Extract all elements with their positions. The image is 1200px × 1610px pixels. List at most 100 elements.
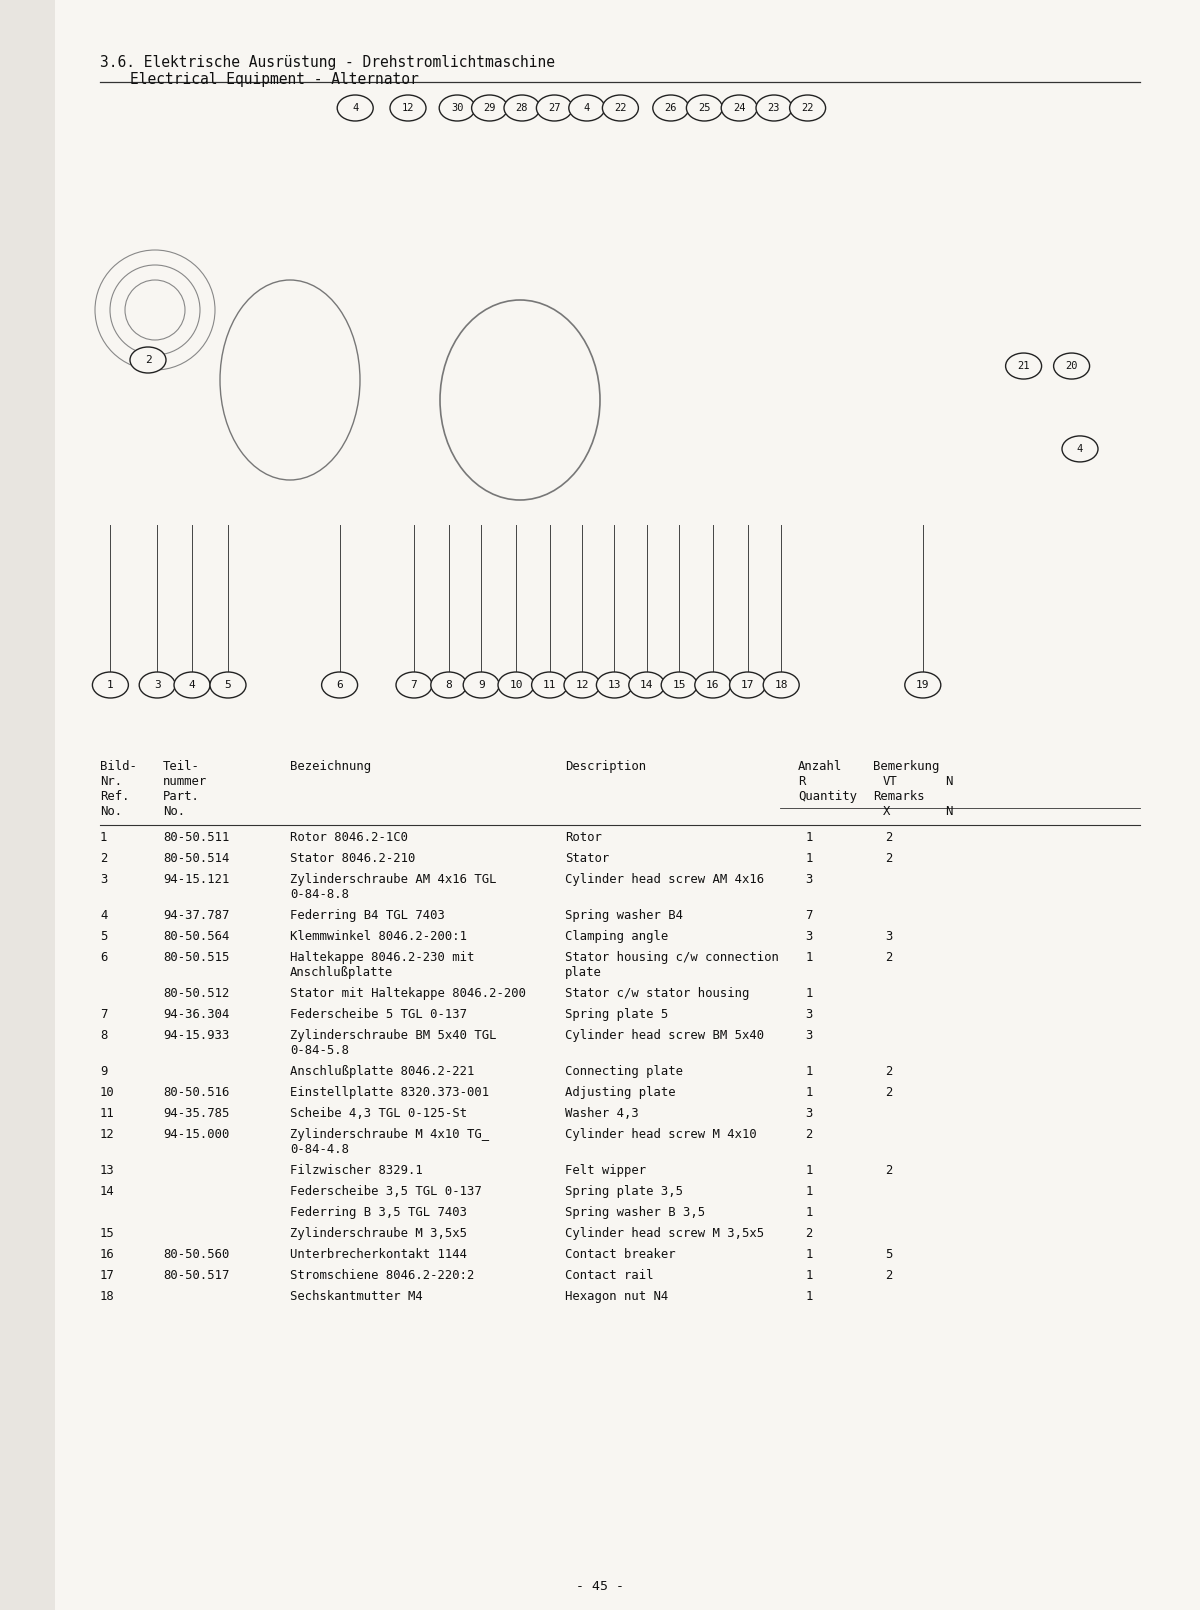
Text: Cylinder head screw M 3,5x5: Cylinder head screw M 3,5x5: [565, 1227, 764, 1240]
Ellipse shape: [629, 671, 665, 699]
Text: Contact breaker: Contact breaker: [565, 1248, 676, 1261]
Text: 80-50.560: 80-50.560: [163, 1248, 229, 1261]
Text: 2: 2: [886, 831, 893, 844]
Ellipse shape: [210, 671, 246, 699]
Text: 80-50.517: 80-50.517: [163, 1269, 229, 1282]
Ellipse shape: [721, 95, 757, 121]
Text: Spring washer B4: Spring washer B4: [565, 910, 683, 923]
Text: 4: 4: [583, 103, 590, 113]
Text: Stromschiene 8046.2-220:2: Stromschiene 8046.2-220:2: [290, 1269, 474, 1282]
Text: 1: 1: [805, 852, 814, 865]
Ellipse shape: [498, 671, 534, 699]
Ellipse shape: [730, 671, 766, 699]
Text: Federscheibe 5 TGL 0-137: Federscheibe 5 TGL 0-137: [290, 1008, 467, 1021]
Text: 1: 1: [805, 1206, 814, 1219]
Text: 15: 15: [672, 679, 686, 691]
Ellipse shape: [322, 671, 358, 699]
Text: 2: 2: [805, 1129, 814, 1141]
Text: 6: 6: [336, 679, 343, 691]
Text: Description: Description: [565, 760, 646, 773]
Text: 11: 11: [542, 679, 557, 691]
Ellipse shape: [790, 95, 826, 121]
Text: 24: 24: [733, 103, 745, 113]
Text: VT: VT: [883, 774, 898, 787]
Text: Stator c/w stator housing: Stator c/w stator housing: [565, 987, 749, 1000]
Text: Zylinderschraube M 3,5x5: Zylinderschraube M 3,5x5: [290, 1227, 467, 1240]
Text: 5: 5: [100, 931, 107, 943]
Text: Anzahl: Anzahl: [798, 760, 842, 773]
Text: X: X: [883, 805, 890, 818]
Ellipse shape: [472, 95, 508, 121]
Text: Einstellplatte 8320.373-001: Einstellplatte 8320.373-001: [290, 1087, 490, 1100]
Text: N: N: [946, 774, 953, 787]
Text: Rotor: Rotor: [565, 831, 602, 844]
Text: 2: 2: [805, 1227, 814, 1240]
Text: 18: 18: [100, 1290, 115, 1302]
Text: 22: 22: [614, 103, 626, 113]
Ellipse shape: [1054, 353, 1090, 378]
Text: 21: 21: [1018, 361, 1030, 370]
Text: 9: 9: [100, 1064, 107, 1079]
Text: 1: 1: [805, 1087, 814, 1100]
Text: Cylinder head screw BM 5x40: Cylinder head screw BM 5x40: [565, 1029, 764, 1042]
Text: 16: 16: [706, 679, 720, 691]
Text: 1: 1: [805, 1269, 814, 1282]
Text: 4: 4: [1076, 444, 1084, 454]
Text: 2: 2: [886, 1164, 893, 1177]
Text: 1: 1: [805, 1290, 814, 1302]
Text: 12: 12: [402, 103, 414, 113]
Text: 13: 13: [607, 679, 622, 691]
Text: Washer 4,3: Washer 4,3: [565, 1108, 638, 1121]
Text: Bemerkung: Bemerkung: [874, 760, 940, 773]
Text: 2: 2: [100, 852, 107, 865]
Text: 14: 14: [640, 679, 654, 691]
Ellipse shape: [602, 95, 638, 121]
Text: N: N: [946, 805, 953, 818]
Text: 10: 10: [509, 679, 523, 691]
Text: Teil-: Teil-: [163, 760, 200, 773]
Text: 30: 30: [451, 103, 463, 113]
Ellipse shape: [686, 95, 722, 121]
Text: 1: 1: [805, 831, 814, 844]
Ellipse shape: [431, 671, 467, 699]
Text: 2: 2: [886, 1064, 893, 1079]
Text: Remarks: Remarks: [874, 791, 925, 803]
Text: 29: 29: [484, 103, 496, 113]
Text: Anschlußplatte 8046.2-221: Anschlußplatte 8046.2-221: [290, 1064, 474, 1079]
Text: R: R: [798, 774, 805, 787]
Text: 7: 7: [410, 679, 418, 691]
Text: 20: 20: [1066, 361, 1078, 370]
Text: - 45 -: - 45 -: [576, 1579, 624, 1592]
Text: 3.6. Elektrische Ausrüstung - Drehstromlichtmaschine: 3.6. Elektrische Ausrüstung - Drehstroml…: [100, 55, 554, 69]
Text: nummer: nummer: [163, 774, 208, 787]
Text: 3: 3: [886, 931, 893, 943]
Text: 6: 6: [100, 952, 107, 964]
Text: 19: 19: [916, 679, 930, 691]
Ellipse shape: [130, 348, 166, 374]
Text: 3: 3: [805, 1008, 814, 1021]
Text: 4: 4: [100, 910, 107, 923]
Ellipse shape: [569, 95, 605, 121]
Ellipse shape: [905, 671, 941, 699]
Text: 2: 2: [886, 1269, 893, 1282]
Text: 1: 1: [805, 1248, 814, 1261]
Text: 22: 22: [802, 103, 814, 113]
Text: Federring B4 TGL 7403: Federring B4 TGL 7403: [290, 910, 445, 923]
Text: Federring B 3,5 TGL 7403: Federring B 3,5 TGL 7403: [290, 1206, 467, 1219]
Text: 9: 9: [478, 679, 485, 691]
Text: Rotor 8046.2-1C0: Rotor 8046.2-1C0: [290, 831, 408, 844]
Text: 12: 12: [575, 679, 589, 691]
Text: 3: 3: [805, 1029, 814, 1042]
Text: 8: 8: [100, 1029, 107, 1042]
Text: Spring plate 5: Spring plate 5: [565, 1008, 668, 1021]
Ellipse shape: [139, 671, 175, 699]
Text: Stator 8046.2-210: Stator 8046.2-210: [290, 852, 415, 865]
Text: Cylinder head screw M 4x10: Cylinder head screw M 4x10: [565, 1129, 757, 1141]
Text: 17: 17: [740, 679, 755, 691]
Text: Hexagon nut N4: Hexagon nut N4: [565, 1290, 668, 1302]
Text: Stator housing c/w connection
plate: Stator housing c/w connection plate: [565, 952, 779, 979]
Text: Contact rail: Contact rail: [565, 1269, 654, 1282]
Ellipse shape: [1006, 353, 1042, 378]
Text: 16: 16: [100, 1248, 115, 1261]
Text: 17: 17: [100, 1269, 115, 1282]
